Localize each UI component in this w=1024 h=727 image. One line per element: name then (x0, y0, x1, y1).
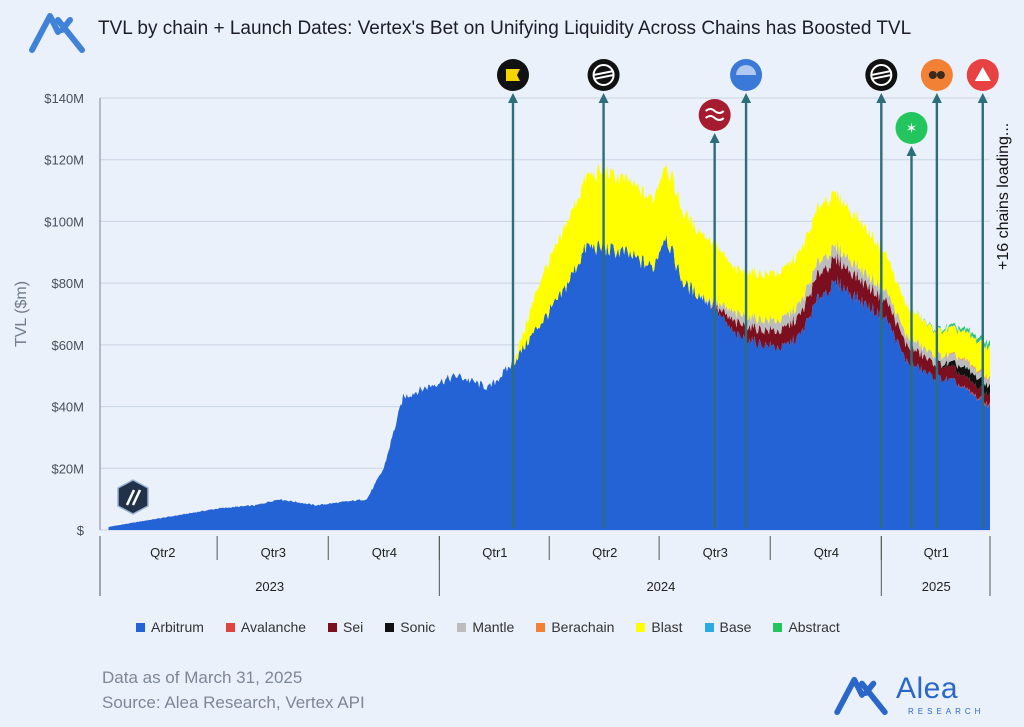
x-year-label: 2025 (922, 579, 951, 594)
legend-label: Arbitrum (151, 619, 204, 635)
legend-label: Abstract (788, 619, 840, 635)
legend-label: Avalanche (240, 619, 307, 635)
legend-label: Base (719, 619, 752, 635)
sonic-icon (865, 59, 898, 91)
legend-swatch (536, 622, 546, 632)
x-quarter-label: Qtr1 (924, 545, 949, 560)
x-quarter-label: Qtr4 (814, 545, 839, 560)
berachain-icon (920, 59, 953, 91)
legend-item-blast: Blast (636, 619, 683, 635)
y-tick-label: $120M (44, 153, 84, 168)
base-icon (730, 59, 763, 91)
avalanche-icon (966, 59, 999, 91)
x-quarter-label: Qtr3 (703, 545, 728, 560)
sei-icon (698, 99, 731, 131)
launch-arrowhead (977, 93, 988, 103)
y-tick-label: $40M (51, 400, 84, 415)
alea-logo-icon (29, 13, 85, 53)
legend-label: Sonic (400, 619, 436, 635)
svg-text:✶: ✶ (906, 121, 918, 137)
launch-arrowhead (906, 146, 917, 156)
area-series-arbitrum (108, 234, 990, 530)
legend-swatch (225, 622, 235, 632)
y-tick-label: $20M (51, 461, 84, 476)
arbitrum-icon (117, 479, 149, 515)
launch-arrowhead (741, 93, 752, 103)
legend-label: Blast (651, 619, 683, 635)
legend-label: Berachain (551, 619, 615, 635)
legend-swatch (636, 622, 646, 632)
alea-research-brand: Alea RESEARCH (832, 672, 1002, 720)
mantle-icon (587, 59, 620, 91)
y-tick-label: $100M (44, 214, 84, 229)
y-tick-label: $ (77, 523, 85, 538)
x-quarter-label: Qtr2 (150, 545, 175, 560)
launch-arrowhead (598, 93, 609, 103)
x-quarter-label: Qtr4 (372, 545, 397, 560)
legend-swatch (136, 622, 145, 632)
y-tick-label: $80M (51, 276, 84, 291)
x-year-label: 2024 (646, 579, 675, 594)
legend-label: Mantle (472, 619, 515, 635)
legend-item-mantle: Mantle (457, 619, 514, 635)
launch-arrowhead (931, 93, 942, 103)
chart-legend: Arbitrum Avalanche Sei Sonic Mantle Berachain… (136, 619, 862, 635)
y-tick-label: $60M (51, 338, 84, 353)
chains-loading-annotation: +16 chains loading... (995, 123, 1012, 270)
x-quarter-label: Qtr1 (482, 545, 507, 560)
legend-label: Sei (343, 619, 364, 635)
chart-title: TVL by chain + Launch Dates: Vertex's Be… (98, 18, 912, 39)
legend-swatch (773, 622, 783, 632)
legend-item-avalanche: Avalanche (225, 619, 307, 635)
x-quarter-label: Qtr2 (592, 545, 617, 560)
launch-arrowhead (507, 93, 518, 103)
data-date-note: Data as of March 31, 2025 (102, 668, 303, 687)
brand-name: Alea (896, 672, 959, 705)
blast-icon (496, 59, 529, 91)
brand-subtitle: RESEARCH (908, 707, 985, 716)
legend-swatch (385, 622, 395, 632)
legend-swatch (328, 622, 338, 632)
legend-item-arbitrum: Arbitrum (136, 619, 204, 635)
y-axis-label: TVL ($m) (13, 281, 30, 347)
legend-item-sei: Sei (328, 619, 363, 635)
legend-swatch (457, 622, 467, 632)
legend-item-sonic: Sonic (385, 619, 435, 635)
alea-brand-icon (834, 676, 888, 716)
launch-arrowhead (709, 133, 720, 143)
x-year-label: 2023 (255, 579, 284, 594)
abstract-icon: ✶ (895, 112, 928, 144)
y-tick-label: $140M (44, 91, 84, 106)
legend-item-base: Base (704, 619, 752, 635)
legend-item-berachain: Berachain (536, 619, 614, 635)
launch-arrowhead (876, 93, 887, 103)
x-quarter-label: Qtr3 (261, 545, 286, 560)
source-note: Source: Alea Research, Vertex API (102, 693, 365, 712)
legend-swatch (704, 622, 714, 632)
legend-item-abstract: Abstract (773, 619, 840, 635)
